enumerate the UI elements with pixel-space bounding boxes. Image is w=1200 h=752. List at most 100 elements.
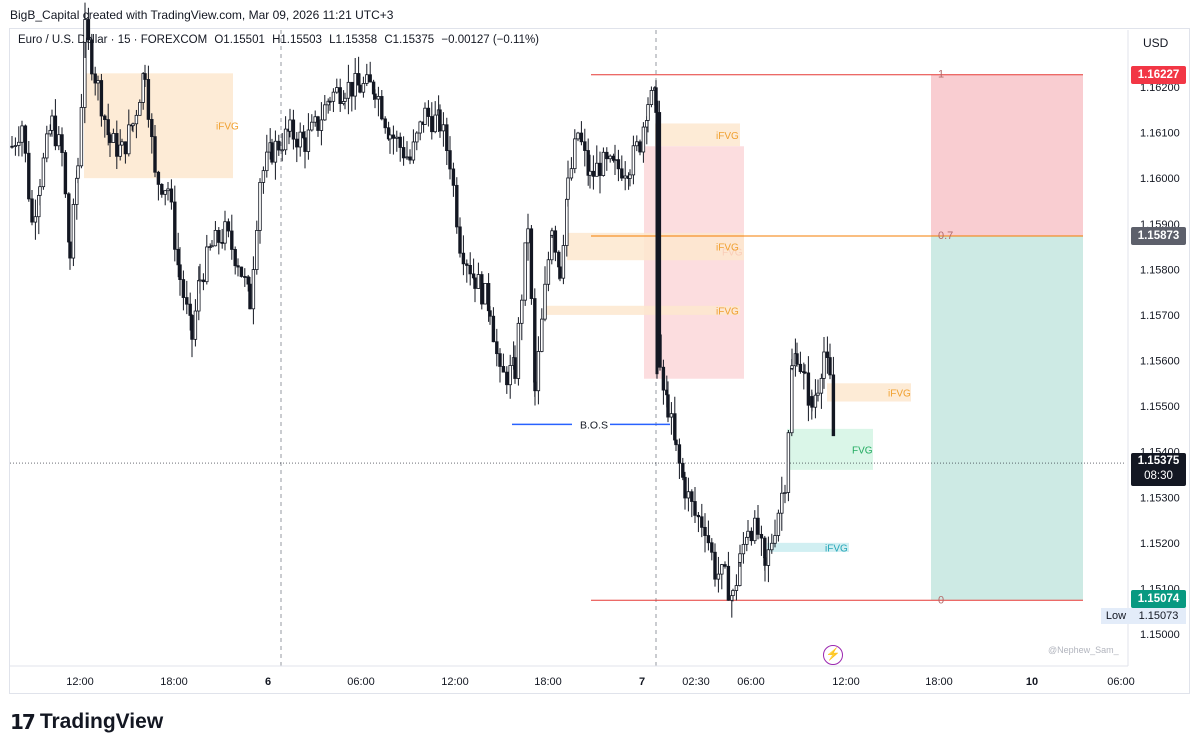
candle-bullish xyxy=(41,157,46,188)
candle-bearish xyxy=(696,514,701,518)
candle-bearish xyxy=(383,118,387,129)
candle-bearish xyxy=(277,140,281,151)
candle-bearish xyxy=(160,183,164,195)
candle-bearish xyxy=(700,516,704,528)
candle-bearish xyxy=(458,226,462,254)
candle-bullish xyxy=(588,170,592,176)
candle-bullish xyxy=(298,131,302,148)
x-tick-label: 12:00 xyxy=(441,676,469,688)
candle-bearish xyxy=(63,152,68,195)
candle-bearish xyxy=(501,366,506,373)
candle-bullish xyxy=(111,133,116,143)
candle-bullish xyxy=(163,190,167,195)
candle-bullish xyxy=(83,19,87,43)
candle-bullish xyxy=(608,155,612,160)
candle-bearish xyxy=(798,363,803,372)
candle-bearish xyxy=(226,221,231,232)
candle-bullish xyxy=(223,221,227,244)
candle-bullish xyxy=(361,83,366,93)
candle-bullish xyxy=(635,141,639,147)
symbol-name[interactable]: Euro / U.S. Dollar · 15 · FOREXCOM xyxy=(18,34,208,46)
candle-bullish xyxy=(288,119,292,132)
candle-bullish xyxy=(716,573,721,580)
candle-bearish xyxy=(246,276,250,285)
candle-bearish xyxy=(498,353,502,367)
candle-bullish xyxy=(79,107,84,167)
candle-bearish xyxy=(706,535,711,544)
candle-bullish xyxy=(546,259,551,285)
flash-icon[interactable]: ⚡ xyxy=(823,645,843,665)
candle-bearish xyxy=(495,341,499,355)
candle-bullish xyxy=(415,132,419,143)
candle-bearish xyxy=(693,501,697,516)
candle-bullish xyxy=(418,121,422,134)
candle-bullish xyxy=(741,543,746,555)
candle-bearish xyxy=(230,230,234,250)
candle-bearish xyxy=(143,73,147,80)
candle-bullish xyxy=(353,73,357,97)
candle-bearish xyxy=(480,274,484,305)
candle-bullish xyxy=(127,124,131,155)
y-tick-label: 1.16100 xyxy=(1140,128,1180,140)
candle-bullish xyxy=(258,182,262,231)
candle-bearish xyxy=(303,137,307,152)
currency-label[interactable]: USD xyxy=(1143,36,1169,50)
fib-level-label-1: 0.7 xyxy=(938,230,953,242)
candle-bearish xyxy=(188,303,192,316)
fib-level-label-0: 1 xyxy=(938,69,944,81)
candle-bullish xyxy=(746,530,750,538)
candle-bearish xyxy=(598,162,602,176)
candle-bullish xyxy=(76,165,80,179)
candle-bearish xyxy=(451,168,456,186)
candle-bearish xyxy=(710,542,714,553)
candle-bullish xyxy=(166,188,170,192)
candle-bullish xyxy=(476,274,481,289)
candle-bullish xyxy=(411,141,416,161)
candle-bullish xyxy=(573,138,577,170)
candle-bullish xyxy=(753,517,757,542)
candle-bearish xyxy=(173,201,177,250)
candle-bullish xyxy=(423,107,427,125)
candle-bearish xyxy=(461,252,466,265)
candle-bearish xyxy=(169,188,174,203)
candle-bullish xyxy=(141,73,145,103)
candle-bullish xyxy=(776,512,781,536)
candle-bearish xyxy=(408,156,412,161)
stop-price-tag: 1.16227 xyxy=(1131,66,1186,84)
candle-bullish xyxy=(38,186,42,196)
candle-bearish xyxy=(529,228,534,299)
candle-bearish xyxy=(291,119,296,140)
ohlc-low: L1.15358 xyxy=(329,34,378,46)
current-price-value: 1.15375 xyxy=(1137,455,1180,467)
candle-bullish xyxy=(45,133,49,159)
candle-bearish xyxy=(430,116,434,133)
candle-bearish xyxy=(108,134,112,143)
candle-bullish xyxy=(508,365,512,386)
candle-bearish xyxy=(391,134,396,139)
zone-label-3: iFVG xyxy=(716,243,739,254)
x-tick-label: 18:00 xyxy=(925,676,953,688)
candle-bullish xyxy=(773,535,777,544)
x-tick-label: 06:00 xyxy=(1107,676,1135,688)
candle-bearish xyxy=(806,372,811,406)
zone-ifvg-4 xyxy=(545,305,740,315)
candle-bearish xyxy=(373,93,377,100)
candle-bearish xyxy=(674,439,678,446)
candle-bearish xyxy=(803,371,807,374)
candle-bullish xyxy=(20,125,24,143)
candle-bullish xyxy=(433,114,437,133)
candle-bearish xyxy=(579,132,584,143)
candle-bearish xyxy=(426,107,431,117)
y-tick-label: 1.15000 xyxy=(1140,629,1180,641)
candle-bullish xyxy=(210,245,214,248)
candle-bullish xyxy=(131,123,135,127)
candle-bearish xyxy=(178,264,182,280)
candle-bearish xyxy=(726,565,731,601)
x-tick-label: 10 xyxy=(1026,676,1038,688)
candle-bearish xyxy=(90,39,94,75)
fib-level-label-2: 0 xyxy=(938,594,944,606)
candle-bullish xyxy=(388,134,392,140)
candle-bullish xyxy=(720,564,724,575)
candle-bearish xyxy=(616,159,621,170)
